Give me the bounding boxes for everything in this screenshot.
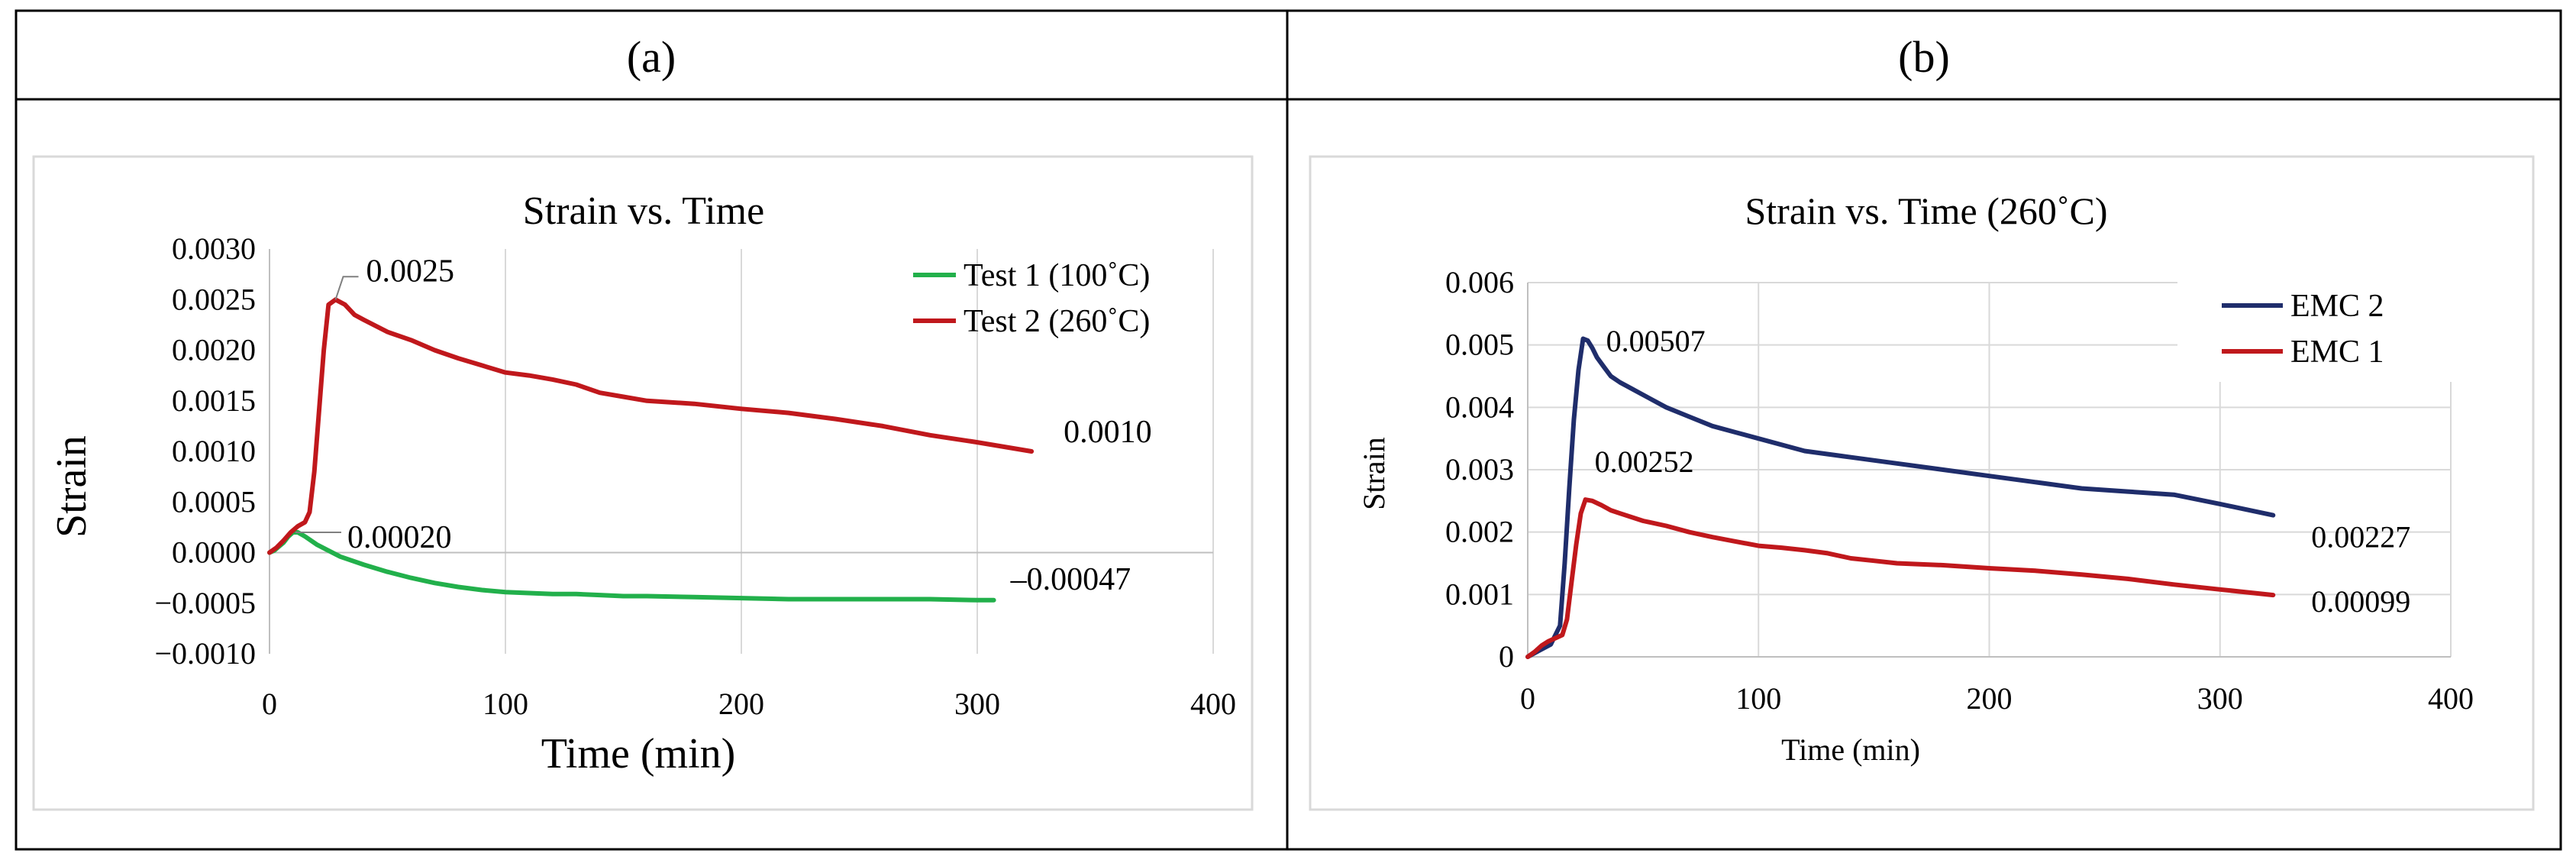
chart-a-y-ticks: −0.0010 −0.0005 0.0000 0.0005 0.0010 0.0015 0.… (154, 231, 256, 671)
y-tick-label: 0.003 (1445, 452, 1514, 487)
data-label: 0.00252 (1595, 445, 1694, 479)
panel-a-label: (a) (627, 32, 676, 82)
x-tick-label: 400 (2428, 681, 2474, 716)
y-tick-label: 0.006 (1445, 265, 1514, 299)
y-tick-label: 0.0005 (172, 484, 256, 519)
chart-a-y-axis-label: Strain (48, 435, 95, 538)
y-tick-label: 0.0000 (172, 535, 256, 570)
x-tick-label: 0 (1520, 681, 1535, 716)
y-tick-label: 0.0030 (172, 231, 256, 266)
x-tick-label: 100 (1735, 681, 1781, 716)
chart-a-x-ticks: 0 100 200 300 400 (262, 687, 1236, 721)
x-tick-label: 300 (954, 687, 1000, 721)
x-tick-label: 0 (262, 687, 277, 721)
chart-b: Strain vs. Time (260˚C) 0 0.001 0.002 0.003… (1309, 155, 2535, 811)
y-tick-label: 0.0025 (172, 282, 256, 316)
y-tick-label: 0.002 (1445, 515, 1514, 549)
data-label: 0.00227 (2311, 520, 2410, 554)
panel-b-label: (b) (1898, 32, 1950, 82)
chart-b-series (1525, 336, 2276, 659)
chart-b-annotations: 0.00507 0.00252 0.00227 0.00099 (1595, 324, 2411, 619)
chart-b-y-axis-label: Strain (1357, 437, 1391, 510)
legend-label-emc-2: EMC 2 (2290, 289, 2384, 324)
chart-b-x-axis-label: Time (min) (1781, 732, 1920, 767)
legend-label-test-2: Test 2 (260˚C) (964, 304, 1150, 339)
data-label-leader (334, 276, 359, 300)
chart-b-x-ticks: 0 100 200 300 400 (1520, 681, 2474, 716)
x-tick-label: 200 (718, 687, 764, 721)
y-tick-label: −0.0005 (154, 586, 256, 620)
y-tick-label: 0.004 (1445, 390, 1514, 424)
series-line-emc-2 (1525, 336, 2276, 659)
legend-background (2177, 275, 2498, 382)
data-label: 0.00099 (2311, 584, 2410, 619)
y-tick-label: 0 (1499, 639, 1514, 674)
chart-a-gridlines (269, 249, 1214, 654)
data-label: 0.0010 (1064, 415, 1152, 450)
x-tick-label: 100 (483, 687, 528, 721)
chart-a-x-axis-label: Time (min) (541, 730, 736, 778)
chart-b-legend: EMC 2 EMC 1 (2177, 275, 2498, 382)
data-label: 0.00507 (1606, 324, 1706, 358)
y-tick-label: 0.001 (1445, 577, 1514, 611)
series-line-test-2-260-c (267, 297, 1035, 555)
chart-a: Strain vs. Time −0.0010 −0.0005 0.0000 0.00… (32, 155, 1254, 811)
chart-a-legend: Test 1 (100˚C) Test 2 (260˚C) (913, 258, 1150, 339)
data-label: 0.0025 (366, 254, 455, 289)
chart-a-title: Strain vs. Time (523, 189, 764, 233)
legend-label-test-1: Test 1 (100˚C) (964, 258, 1150, 293)
chart-a-annotations: 0.0025 0.00020 0.0010 –0.00047 (295, 254, 1152, 597)
chart-b-gridlines (1527, 282, 2452, 658)
figure-table-frame (15, 9, 2562, 851)
chart-a-area (32, 155, 1254, 811)
legend-label-emc-1: EMC 1 (2290, 335, 2384, 370)
x-tick-label: 400 (1190, 687, 1236, 721)
data-label: –0.00047 (1010, 562, 1131, 597)
y-tick-label: 0.0020 (172, 333, 256, 367)
chart-b-y-ticks: 0 0.001 0.002 0.003 0.004 0.005 0.006 (1445, 265, 1514, 674)
y-tick-label: 0.005 (1445, 328, 1514, 362)
x-tick-label: 300 (2197, 681, 2243, 716)
y-tick-label: 0.0010 (172, 434, 256, 468)
chart-b-area (1309, 155, 2535, 811)
series-line-emc-1 (1525, 497, 2276, 659)
y-tick-label: −0.0010 (154, 636, 256, 671)
data-label: 0.00020 (347, 520, 452, 555)
y-tick-label: 0.0015 (172, 383, 256, 418)
chart-b-title: Strain vs. Time (260˚C) (1745, 189, 2107, 232)
x-tick-label: 200 (1967, 681, 2013, 716)
chart-a-series (267, 297, 1035, 603)
